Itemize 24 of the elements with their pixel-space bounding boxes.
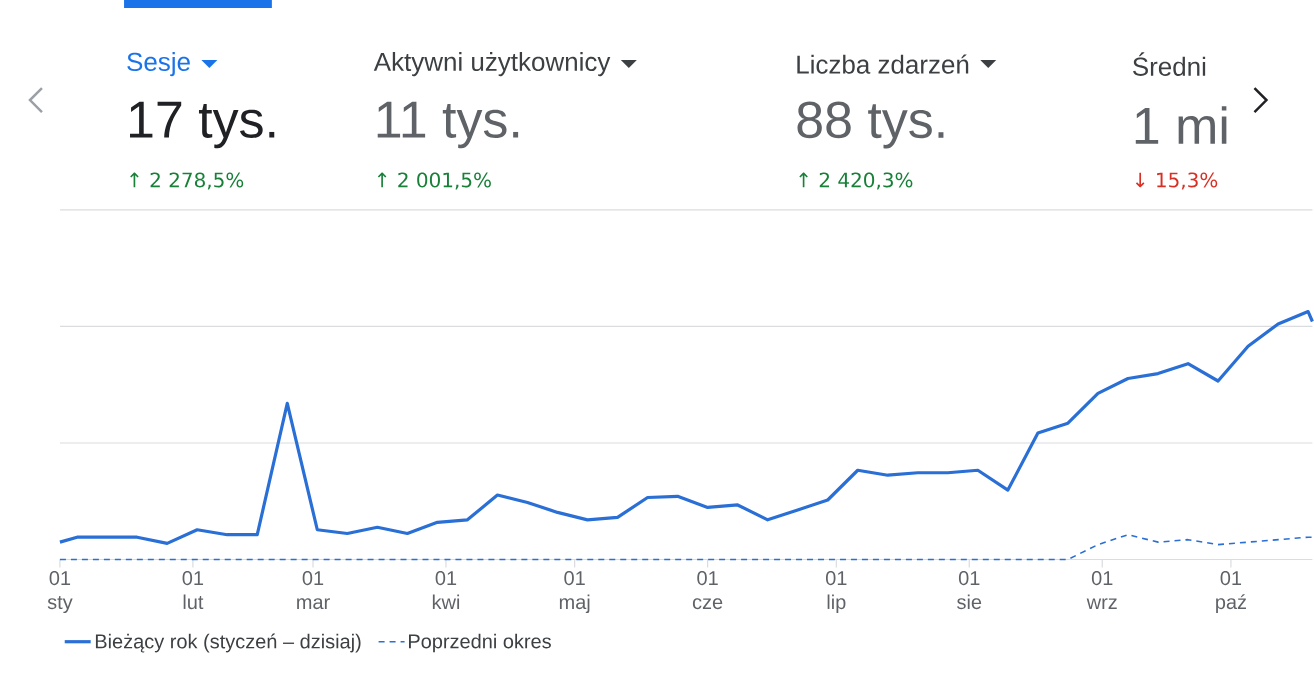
x-tick-label: 01 mar xyxy=(297,570,330,609)
text: ↓ 15,3% xyxy=(1135,172,1218,190)
legend-label: Poprzedni okres xyxy=(409,633,551,653)
x-tick-label: 01 wrz xyxy=(1086,570,1117,609)
text: 88 tys. xyxy=(797,101,944,149)
text: Aktywni użytkownicy xyxy=(373,51,611,77)
text: ↑ 2 001,5% xyxy=(377,172,491,190)
legend-label: Bieżący rok (styczeń – dzisiaj) xyxy=(95,633,361,653)
x-tick-label: 01 cze xyxy=(692,570,723,609)
x-tick-label: 01 lip xyxy=(825,570,847,613)
x-tick-label: 01 kwi xyxy=(432,570,460,609)
text: Sesje xyxy=(127,51,190,77)
text: ↑ 2 420,3% xyxy=(799,172,913,190)
text: Liczba zdarzeń xyxy=(797,54,969,74)
text: ↑ 2 278,5% xyxy=(130,172,244,190)
x-tick-label: 01 sty xyxy=(47,570,73,613)
text: Średni xyxy=(1132,52,1206,76)
x-tick-label: 01 paź xyxy=(1216,570,1247,613)
x-tick-label: 01 sie xyxy=(957,570,982,609)
text: 11 tys. xyxy=(377,101,519,149)
x-tick-label: 01 lut xyxy=(182,570,204,609)
x-tick-label: 01 maj xyxy=(559,570,590,613)
text: 17 tys. xyxy=(130,101,275,149)
text: 1 mi xyxy=(1135,106,1227,144)
